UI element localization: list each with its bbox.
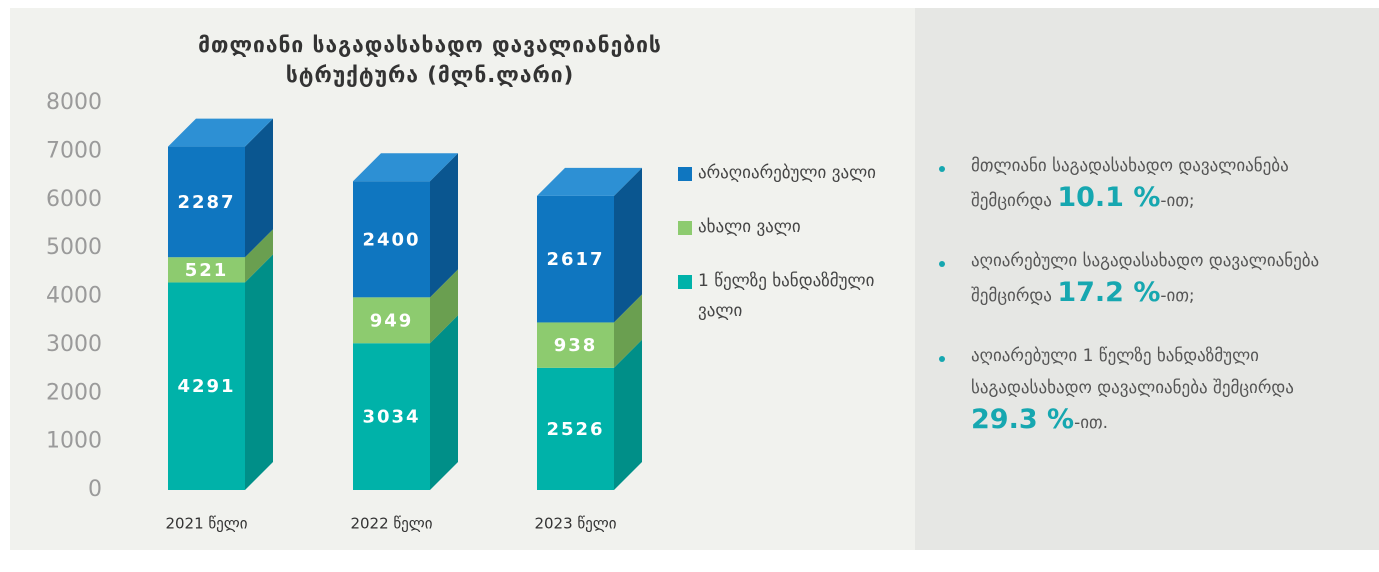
notes: მთლიანი საგადასახადო დავალიანება შემცირდ…	[935, 150, 1365, 467]
legend-label: ახალი ვალი	[698, 217, 801, 237]
data-label: 2400	[362, 229, 420, 250]
bar	[168, 146, 245, 258]
legend-item: 1 წელზე ხანდაზმული ვალი	[678, 266, 908, 326]
y-tick-label: 5000	[46, 235, 102, 260]
note-highlight: 29.3 %	[971, 404, 1075, 435]
y-tick-label: 6000	[46, 187, 102, 212]
data-label: 2287	[177, 192, 235, 213]
bar	[353, 297, 430, 344]
bar	[537, 322, 614, 368]
note-highlight: 10.1 %	[1057, 182, 1161, 213]
legend: არაღიარებული ვალი ახალი ვალი 1 წელზე ხანდა…	[678, 158, 908, 350]
note: მთლიანი საგადასახადო დავალიანება შემცირდ…	[935, 150, 1365, 217]
data-label: 2526	[546, 419, 604, 440]
y-tick-label: 3000	[46, 332, 102, 357]
bar-side	[614, 167, 642, 323]
y-tick-label: 1000	[46, 429, 102, 454]
bar-top	[353, 153, 458, 182]
chart-panel	[10, 8, 915, 550]
note: აღიარებული საგადასახადო დავალიანება შემც…	[935, 245, 1365, 312]
bar-side	[614, 339, 642, 490]
note-text: აღიარებული 1 წელზე ხანდაზმული საგადასახა…	[971, 346, 1294, 398]
x-tick-label: 2023 წელი	[534, 515, 616, 533]
y-tick-label: 8000	[46, 90, 102, 115]
legend-swatch	[678, 167, 692, 181]
data-label: 949	[370, 310, 414, 331]
note-suffix: -ით;	[1160, 286, 1195, 306]
y-tick-label: 7000	[46, 138, 102, 163]
legend-swatch	[678, 221, 692, 235]
data-label: 3034	[362, 407, 420, 428]
bar-side	[245, 254, 273, 490]
bar-side	[614, 294, 642, 368]
y-tick-label: 2000	[46, 380, 102, 405]
bar-side	[245, 229, 273, 283]
bar-top	[168, 118, 273, 147]
legend-label: არაღიარებული ვალი	[698, 163, 876, 183]
legend-item: არაღიარებული ვალი	[678, 158, 908, 188]
legend-item: ახალი ვალი	[678, 212, 908, 242]
bar	[537, 195, 614, 323]
bar	[168, 257, 245, 283]
note-text: აღიარებული საგადასახადო დავალიანება შემც…	[971, 251, 1320, 306]
legend-label: 1 წელზე ხანდაზმული ვალი	[698, 271, 875, 321]
data-label: 4291	[177, 376, 235, 397]
bar-top	[537, 167, 642, 196]
y-tick-label: 4000	[46, 284, 102, 309]
bar-side	[430, 269, 458, 344]
note-highlight: 17.2 %	[1057, 277, 1161, 308]
note-suffix: -ით.	[1074, 413, 1109, 433]
bar	[168, 282, 245, 490]
bar	[353, 343, 430, 490]
legend-swatch	[678, 275, 692, 289]
bar	[353, 181, 430, 298]
bar-side	[245, 118, 273, 258]
bar	[537, 367, 614, 490]
bar-side	[430, 315, 458, 490]
chart-title: მთლიანი საგადასახადო დავალიანების სტრუქტ…	[198, 33, 662, 87]
notes-panel	[915, 8, 1379, 550]
y-tick-label: 0	[88, 477, 102, 502]
note: აღიარებული 1 წელზე ხანდაზმული საგადასახა…	[935, 340, 1365, 439]
note-suffix: -ით;	[1160, 191, 1195, 211]
x-tick-label: 2022 წელი	[350, 515, 432, 533]
data-label: 938	[554, 335, 598, 356]
note-text: მთლიანი საგადასახადო დავალიანება შემცირდ…	[971, 156, 1289, 211]
x-tick-label: 2021 წელი	[165, 515, 247, 533]
bar-side	[430, 153, 458, 298]
data-label: 2617	[546, 249, 604, 270]
data-label: 521	[185, 260, 229, 281]
